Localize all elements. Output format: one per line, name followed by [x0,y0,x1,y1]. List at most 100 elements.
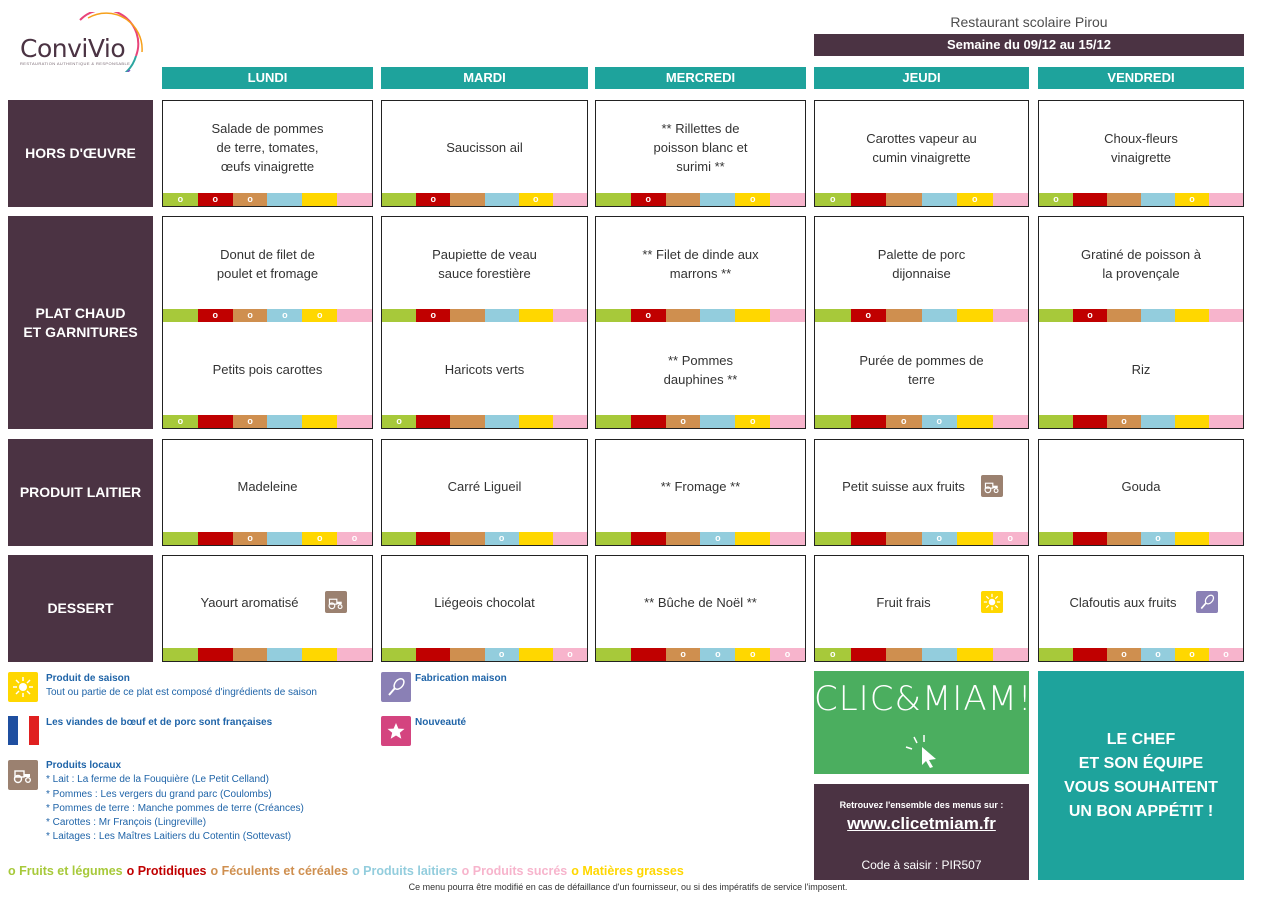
nutrition-segment [596,415,631,428]
logo-subtitle: RESTAURATION AUTHENTIQUE & RESPONSABLE [20,61,131,66]
dish-name: ** Fromage ** [599,477,802,496]
nutrition-segment [886,648,922,661]
nutrition-segment: o [921,415,957,428]
nutrition-segment [450,415,485,428]
nutrition-segment: o [197,309,233,322]
nutrition-segment [1107,193,1141,206]
legend-nouveaute: Nouveauté [415,717,467,728]
menu-cell [162,216,373,429]
menu-cell [162,439,373,546]
nutrition-segment [957,415,993,428]
nutrition-segment [770,532,805,545]
nutrition-segment: o [921,532,957,545]
nutrition-segment [735,309,771,322]
website-link[interactable]: www.clicetmiam.fr [847,814,996,833]
nutrition-segment: o [735,193,771,206]
nutrition-segment [850,193,886,206]
nutrition-segment [337,415,372,428]
nutrition-segment [630,532,666,545]
nutrition-segment: o [665,648,701,661]
chef-line: UN BON APPÉTIT ! [1068,802,1214,820]
nutrition-segment [163,648,198,661]
dish-name: Carottes vapeur au cumin vinaigrette [818,129,1025,167]
nutrition-segment: o [815,648,851,661]
dish-line: Saucisson ail [446,140,523,155]
nutrition-segment [416,415,451,428]
nutrition-segment: o [163,193,198,206]
nutrition-segment [850,415,886,428]
clic-logo-text: CLIC&MIAM! [814,679,1033,719]
nutrition-segment [518,532,553,545]
dish-line: dauphines ** [663,372,738,387]
nutrition-segment [337,309,372,322]
clicetmiam-logo[interactable]: CLIC&MIAM! [814,671,1033,774]
dish-name: Haricots verts [385,360,584,379]
food-group-label: o Produits laitiers [352,864,458,878]
dish-name: ** Rillettes de poisson blanc et surimi ** [599,119,802,176]
legend-locaux-item: * Carottes : Mr François (Lingreville) [46,817,207,829]
dish-name: Petit suisse aux fruits [818,477,989,496]
nutrition-strip: o [382,415,588,428]
whisk-icon [1196,591,1218,613]
nutrition-strip [163,648,372,661]
nutrition-segment [302,193,338,206]
dish-name: Salade de pommes de terre, tomates, œufs v… [166,119,369,176]
dish-line: surimi ** [676,159,725,174]
day-header-mercredi: MERCREDI [595,67,806,89]
star-icon [381,716,411,746]
nutrition-segment: o [197,193,233,206]
nutrition-segment [518,309,553,322]
nutrition-segment [992,309,1028,322]
food-group-legend: o Fruits et légumes o Protidiques o Fécule… [8,864,688,878]
tractor-icon [981,475,1003,497]
nutrition-segment [1209,415,1243,428]
nutrition-segment [957,532,993,545]
chef-line: VOUS SOUHAITENT [1064,778,1218,796]
menu-cell [381,216,588,429]
dish-line: Fruit frais [876,595,931,610]
dish-name: Madeleine [166,477,369,496]
menu-cell [381,100,588,207]
nutrition-segment [1039,415,1073,428]
dish-line: ** Rillettes de [661,121,740,136]
nutrition-segment: o [886,415,922,428]
nutrition-strip: o [382,532,588,545]
food-group-label: o Matières grasses [571,864,684,878]
nutrition-segment: o [1039,193,1073,206]
nutrition-segment [700,415,736,428]
nutrition-strip: o [382,309,588,322]
nutrition-segment [1073,193,1107,206]
dish-line: Salade de pommes [211,121,324,136]
category-label: PLAT CHAUD [35,304,126,321]
nutrition-segment [416,532,451,545]
nutrition-segment: o [850,309,886,322]
dish-line: Liégeois chocolat [434,595,535,610]
nutrition-segment [1039,309,1073,322]
dish-name: Carré Ligueil [385,477,584,496]
dish-line: Carré Ligueil [447,479,522,494]
nutrition-segment [450,648,485,661]
nutrition-segment: o [700,532,736,545]
nutrition-segment: o [232,532,268,545]
legend-saison-desc: Tout ou partie de ce plat est composé d'… [46,687,317,699]
tractor-icon [325,591,347,613]
category-plat-chaud: PLAT CHAUD ET GARNITURES [8,216,153,429]
dish-name: Palette de porc dijonnaise [818,245,1025,283]
dish-line: ** Pommes [667,353,734,368]
nutrition-segment [770,193,805,206]
nutrition-segment [552,309,588,322]
menu-cell [381,439,588,546]
dish-line: cumin vinaigrette [872,150,971,165]
food-group-label: o Produits sucrés [461,864,568,878]
nutrition-segment [197,648,233,661]
sun-icon [981,591,1003,613]
category-label: PRODUIT LAITIER [19,484,142,500]
nutrition-segment [450,532,485,545]
nutrition-segment [815,415,851,428]
dish-name: Gratiné de poisson à la provençale [1042,245,1240,283]
nutrition-segment [484,193,519,206]
dish-name: Paupiette de veau sauce forestière [385,245,584,283]
nutrition-segment: o [630,309,666,322]
nutrition-segment: o [416,309,451,322]
